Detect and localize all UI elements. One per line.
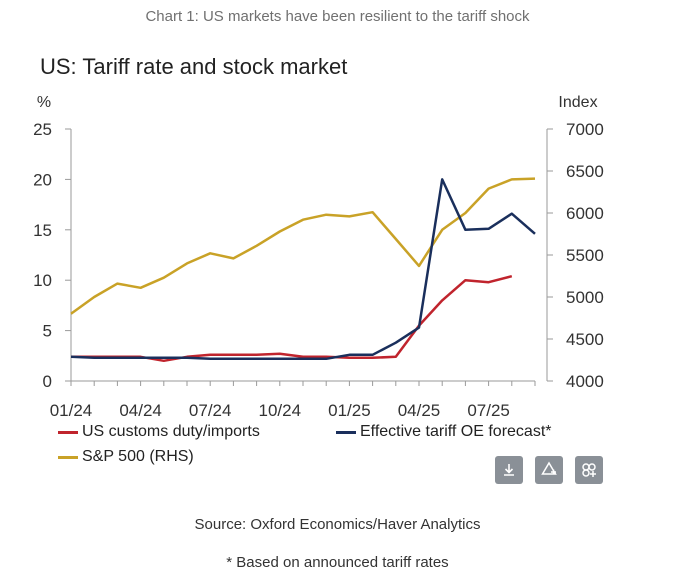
series-line-s-p-500-rhs bbox=[70, 177, 536, 315]
right-tick-label: 7000 bbox=[566, 120, 604, 139]
left-tick-label: 20 bbox=[33, 170, 52, 189]
legend-swatch bbox=[58, 430, 78, 434]
download-button[interactable] bbox=[495, 456, 523, 484]
right-tick-label: 6500 bbox=[566, 162, 604, 181]
expand-button[interactable] bbox=[575, 456, 603, 484]
left-tick-label: 25 bbox=[33, 120, 52, 139]
left-axis-unit: % bbox=[37, 94, 51, 111]
left-tick-label: 15 bbox=[33, 221, 52, 240]
x-tick-label: 07/25 bbox=[467, 401, 510, 420]
x-tick-label: 07/24 bbox=[189, 401, 232, 420]
chart-plot: % Index 0 5 10 15 20 25 4000 4500 5000 5500 6000 65… bbox=[33, 94, 604, 420]
right-tick-label: 5500 bbox=[566, 246, 604, 265]
series-line-effective-tariff-oe-forecast bbox=[70, 178, 536, 361]
legend-item-customs-duty: US customs duty/imports bbox=[58, 423, 260, 441]
source-text: Source: Oxford Economics/Haver Analytics bbox=[194, 516, 481, 533]
x-tick-label: 04/25 bbox=[398, 401, 441, 420]
legend-label: US customs duty/imports bbox=[82, 423, 260, 440]
download-icon bbox=[504, 464, 514, 476]
expand-icon bbox=[582, 463, 596, 477]
x-tick-label: 01/25 bbox=[328, 401, 371, 420]
x-tick-label: 01/24 bbox=[50, 401, 93, 420]
footnote-text: * Based on announced tariff rates bbox=[226, 554, 449, 571]
legend-swatch bbox=[336, 430, 356, 434]
left-tick-label: 10 bbox=[33, 271, 52, 290]
legend-swatch bbox=[58, 455, 78, 459]
right-tick-label: 4500 bbox=[566, 330, 604, 349]
x-tick-label: 04/24 bbox=[119, 401, 162, 420]
share-icon bbox=[541, 461, 557, 475]
right-axis-unit: Index bbox=[558, 94, 597, 111]
legend-label: S&P 500 (RHS) bbox=[82, 448, 194, 465]
legend-item-effective-tariff: Effective tariff OE forecast* bbox=[336, 423, 552, 441]
chart-caption: Chart 1: US markets have been resilient … bbox=[145, 8, 530, 25]
right-tick-label: 4000 bbox=[566, 372, 604, 391]
x-tick-label: 10/24 bbox=[259, 401, 302, 420]
left-tick-label: 0 bbox=[43, 372, 52, 391]
right-tick-label: 6000 bbox=[566, 204, 604, 223]
chart-title: US: Tariff rate and stock market bbox=[40, 54, 348, 79]
series-line-us-customs-duty-imports bbox=[71, 274, 513, 363]
share-button[interactable] bbox=[535, 456, 563, 484]
legend-label: Effective tariff OE forecast* bbox=[360, 423, 552, 440]
left-tick-label: 5 bbox=[43, 322, 52, 341]
legend-item-sp500: S&P 500 (RHS) bbox=[58, 448, 194, 466]
right-tick-label: 5000 bbox=[566, 288, 604, 307]
